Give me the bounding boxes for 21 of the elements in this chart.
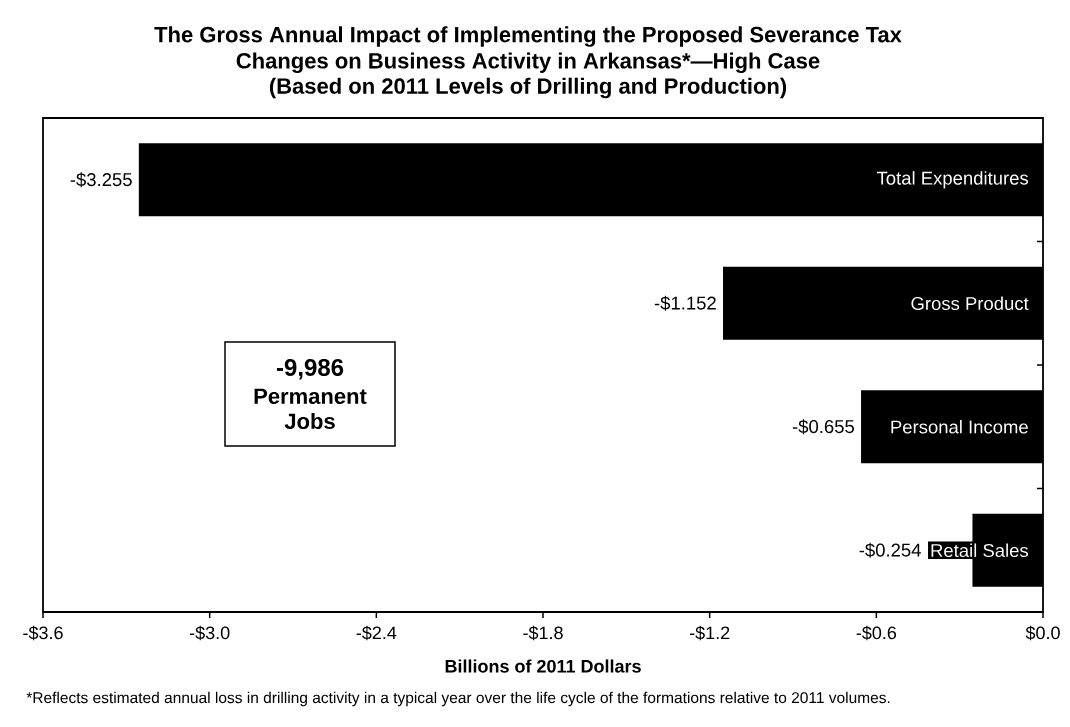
data-label: -$0.254 (859, 542, 921, 558)
chart-subtitle: (Based on 2011 Levels of Drilling and Production) (269, 77, 787, 99)
text: *Reflects estimated annual loss in drilling activity in a typical year over the life cycle of the formations relative to 2011 volumes. (26, 691, 890, 707)
x-tick-label: -$0.6 (856, 625, 897, 641)
y-tick-label: Gross Product (911, 296, 1029, 311)
x-tick-label: -$1.8 (523, 625, 563, 641)
data-label: -$3.255 (70, 172, 132, 188)
chart-title: The Gross Annual Impact of Implementing the Proposed Severance Tax Changes on Business Activity in Arkansas*—High Case (154, 26, 902, 74)
x-tick-label: -$3.0 (189, 625, 230, 641)
y-tick-label: Retail Sales (931, 543, 1029, 558)
x-tick-label: -$3.6 (23, 625, 63, 641)
x-tick-label: -$2.4 (356, 625, 397, 641)
data-label: -$0.655 (792, 419, 855, 435)
data-label: -$1.152 (654, 295, 716, 311)
y-tick-label: Total Expenditures (876, 171, 1029, 189)
y-tick-label: Personal Income (891, 419, 1028, 434)
x-tick-label: $0.0 (1025, 625, 1060, 641)
x-axis-title: Billions of 2011 Dollars (445, 659, 641, 673)
annotation: -9,986 (276, 358, 344, 380)
annotation: Permanent Jobs (254, 388, 367, 430)
x-tick-label: -$1.2 (689, 625, 730, 641)
